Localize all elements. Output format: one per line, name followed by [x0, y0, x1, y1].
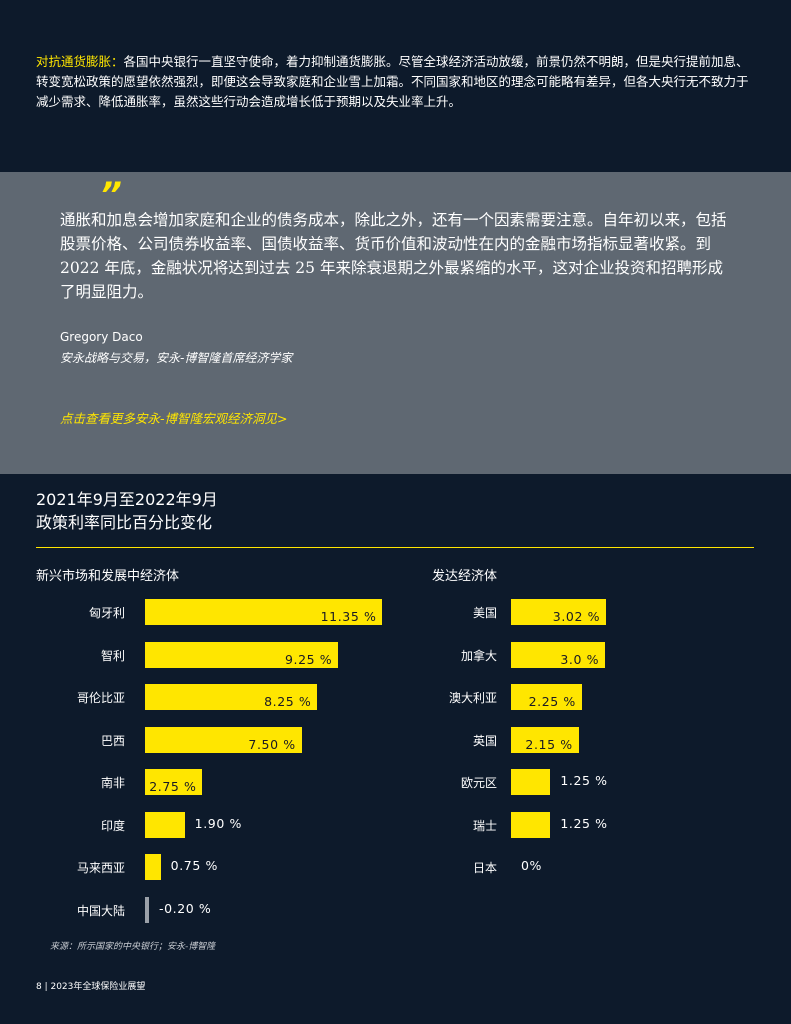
- bar: [511, 811, 551, 838]
- bar: [145, 599, 382, 625]
- panel-title-emerging: 新兴市场和发展中经济体: [36, 569, 180, 584]
- value-label: 0.75 %: [170, 858, 218, 873]
- value-label: 1.25 %: [560, 773, 608, 788]
- page-footer: 8 | 2023年全球保险业展望: [36, 982, 146, 992]
- author-title: 安永战略与交易，安永-博智隆首席经济学家: [60, 351, 293, 365]
- value-label: 2.25 %: [528, 694, 576, 709]
- quote-text: 通胀和加息会增加家庭和企业的债务成本，除此之外，还有一个因素需要注意。自年初以来…: [60, 211, 727, 301]
- source-note: 来源：所示国家的中央银行；安永-博智隆: [50, 942, 216, 952]
- panel-title-developed: 发达经济体: [432, 569, 498, 584]
- bar: [145, 641, 339, 668]
- category-label: 马来西亚: [76, 861, 125, 875]
- bar: [511, 684, 582, 710]
- value-label: 11.35 %: [320, 609, 377, 624]
- value-label: 1.25 %: [560, 815, 608, 831]
- bar: [145, 684, 318, 710]
- category-label: 匈牙利: [88, 606, 125, 620]
- category-label: 南非: [100, 776, 125, 790]
- more-insights-link[interactable]: 点击查看更多安永-博智隆宏观经济洞见>: [60, 411, 288, 426]
- intro-body: 各国中央银行一直坚守使命，着力抑制通货膨胀。尽管全球经济活动放缓，前景仍然不明朗…: [36, 54, 749, 109]
- category-label: 智利: [100, 648, 125, 663]
- value-label: 2.75 %: [149, 779, 197, 794]
- category-label: 澳大利亚: [448, 691, 497, 705]
- intro-paragraph: 对抗通货膨胀：各国中央银行一直坚守使命，着力抑制通货膨胀。尽管全球经济活动放缓，…: [36, 52, 756, 112]
- bar: [145, 769, 203, 795]
- bar: [511, 641, 606, 668]
- category-label: 加拿大: [460, 648, 497, 663]
- value-label: 3.02 %: [552, 609, 601, 624]
- quote-mark-icon: ”: [100, 175, 122, 215]
- bar: [511, 726, 579, 753]
- category-label: 中国大陆: [76, 903, 125, 918]
- value-label: 8.25 %: [264, 694, 312, 709]
- bar: [145, 726, 302, 753]
- title-divider: [36, 547, 754, 548]
- bar: [145, 854, 161, 880]
- value-label: 2.15 %: [525, 736, 573, 752]
- bar: [145, 811, 185, 838]
- category-label: 巴西: [100, 733, 125, 748]
- category-label: 英国: [472, 733, 497, 748]
- category-label: 印度: [100, 818, 125, 833]
- bar: [511, 599, 606, 625]
- category-label: 美国: [472, 606, 497, 620]
- value-label: 1.90 %: [194, 815, 242, 831]
- value-label: -0.20 %: [159, 900, 212, 916]
- category-label: 日本: [472, 861, 497, 875]
- chart-title: 2021年9月至2022年9月 政策利率同比百分比变化: [36, 488, 218, 534]
- value-label: 0%: [521, 858, 543, 873]
- value-label: 7.50 %: [248, 736, 296, 752]
- chart-title-line2: 政策利率同比百分比变化: [36, 513, 213, 532]
- value-label: 9.25 %: [284, 651, 333, 667]
- intro-lead: 对抗通货膨胀：: [36, 54, 124, 69]
- category-label: 哥伦比亚: [76, 691, 125, 705]
- bar: [511, 769, 551, 795]
- quote-box: [0, 172, 791, 474]
- chart-title-line1: 2021年9月至2022年9月: [36, 490, 218, 509]
- category-label: 瑞士: [472, 818, 497, 833]
- value-label: 3.0 %: [560, 651, 600, 667]
- bar: [145, 896, 149, 923]
- category-label: 欧元区: [460, 776, 497, 790]
- author-name: Gregory Daco: [60, 330, 143, 344]
